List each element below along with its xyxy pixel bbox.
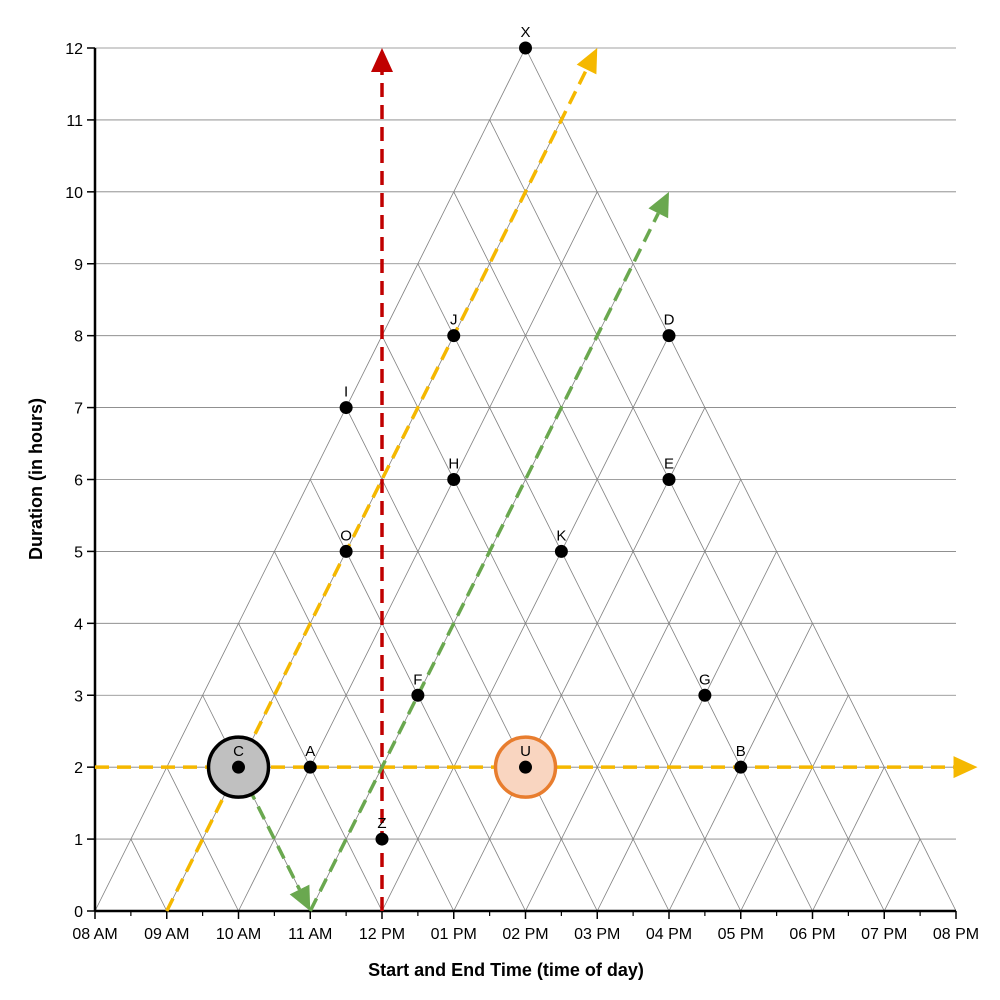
grid-diagonal-down [453,191,813,912]
grid-diagonal-down [166,766,239,912]
grid-diagonal-down [130,838,168,912]
point-label: Z [377,815,386,832]
data-point [519,41,532,55]
data-point [698,688,712,702]
x-tick-label: 10 AM [216,926,261,943]
data-point [303,760,317,774]
point-label: O [340,527,352,544]
y-tick-label: 0 [74,904,83,921]
x-axis-ticks: 08 AM 09 AM 10 AM 11 AM 12 PM 01 PM 02 PM 03 PM… [72,911,979,943]
x-axis-title: Start and End Time (time of day) [368,960,644,980]
point-label: G [699,671,711,688]
grid-diagonal-down [345,407,598,912]
data-point [734,760,748,774]
grid-diagonal-up [453,407,706,912]
y-tick-label: 8 [74,329,83,346]
point-label: E [664,456,674,473]
x-tick-label: 08 PM [933,926,979,943]
points: X J D I H E O K F G C A U B Z [232,24,748,846]
grid-diagonal-down [381,335,670,912]
point-label: X [520,24,530,41]
x-tick-label: 05 PM [718,926,764,943]
y-tick-label: 5 [74,544,83,561]
y-tick-label: 7 [74,401,83,418]
y-tick-label: 6 [74,473,83,490]
x-tick-label: 01 PM [431,926,477,943]
grid-diagonal-down [525,47,957,912]
grid-diagonal-up [740,695,849,912]
grid-diagonal-up [883,838,921,912]
y-tick-label: 12 [65,41,83,58]
y-tick-label: 2 [74,760,83,777]
y-tick-label: 10 [65,185,83,202]
arrow-head [371,48,393,72]
data-point [339,544,353,558]
point-label: H [448,456,459,473]
x-tick-label: 09 AM [144,926,189,943]
x-tick-label: 03 PM [574,926,620,943]
arrow-head [953,756,978,779]
data-point [554,544,568,558]
data-point [662,329,676,343]
data-point [339,401,353,415]
y-tick-label: 9 [74,257,83,274]
grid-diagonal-up [596,551,777,912]
data-point [375,832,389,846]
grid-diagonal-down [417,263,742,912]
x-tick-label: 12 PM [359,926,405,943]
arrow-head [648,191,669,219]
x-tick-label: 11 AM [288,926,332,943]
x-tick-label: 02 PM [502,926,548,943]
arrow-head [289,884,311,911]
y-tick-label: 11 [66,113,83,130]
x-tick-label: 07 PM [861,926,907,943]
point-label: U [520,743,531,760]
data-point [232,760,245,774]
point-label: I [344,384,348,401]
y-tick-label: 1 [74,832,83,849]
x-tick-label: 06 PM [789,926,835,943]
y-tick-label: 4 [74,616,83,633]
point-label: J [450,312,458,329]
point-label: C [233,743,244,760]
grid-diagonal-down [274,551,455,912]
grid-diagonal-down [489,119,885,912]
data-point [447,329,461,343]
arrow-head [576,48,598,75]
x-tick-label: 08 AM [72,926,117,943]
data-point [411,688,425,702]
point-label: D [664,312,675,329]
point-label: K [556,527,566,544]
data-point [447,473,461,486]
data-point [519,760,532,774]
point-label: B [736,743,746,760]
data-point [662,473,676,486]
y-tick-label: 3 [74,688,83,705]
point-label: F [413,671,422,688]
arrow-line [308,212,660,912]
x-tick-label: 04 PM [646,926,692,943]
y-axis-title: Duration (in hours) [26,398,46,560]
point-label: A [305,743,315,760]
